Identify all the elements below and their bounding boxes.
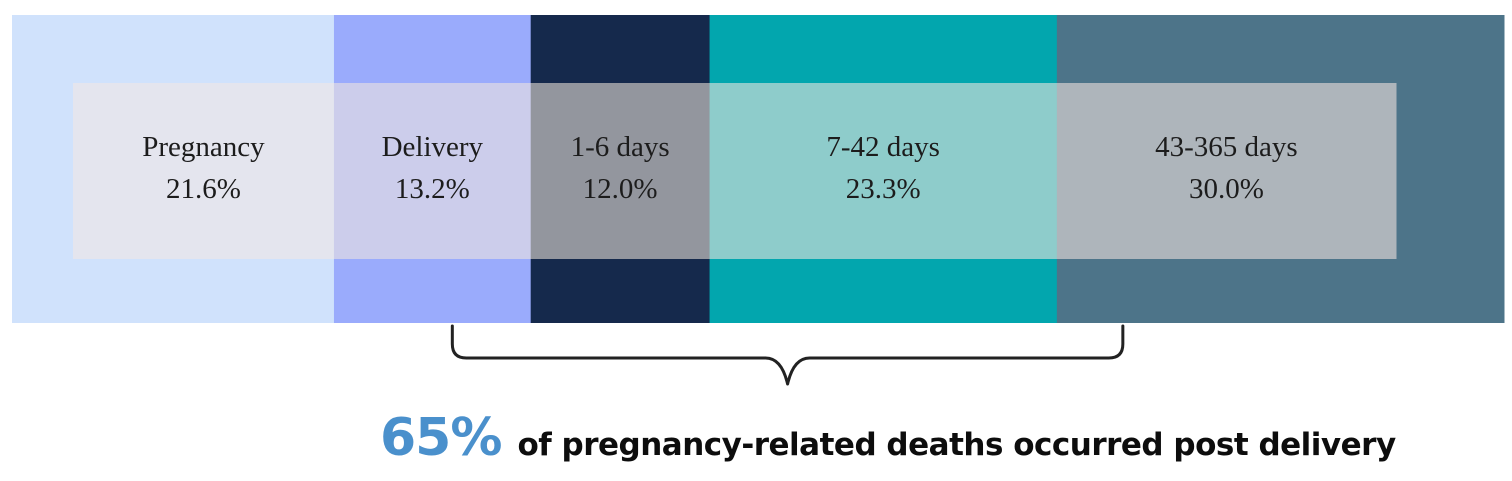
segment-value: 21.6% xyxy=(166,173,241,205)
label-panels xyxy=(73,83,1397,259)
segment-name: 1-6 days xyxy=(570,131,670,163)
segment-name: Pregnancy xyxy=(142,131,265,163)
segment-value: 30.0% xyxy=(1188,173,1264,205)
label-panel-1-6-days xyxy=(530,83,711,259)
label-panel-delivery xyxy=(333,83,532,259)
summary-percentage: 65% xyxy=(380,408,502,468)
segment-label-pregnancy: Pregnancy 21.6% xyxy=(142,126,264,210)
segment-label-1-6-days: 1-6 days 12.0% xyxy=(571,126,670,210)
label-panel-pregnancy xyxy=(73,83,335,259)
segment-name: 7-42 days xyxy=(826,131,940,163)
segment-value: 23.3% xyxy=(845,173,921,205)
summary-annotation: 65% of pregnancy-related deaths occurred… xyxy=(380,408,1396,468)
post-delivery-bracket xyxy=(450,324,1125,386)
segment-value: 12.0% xyxy=(582,173,658,205)
segment-value: 13.2% xyxy=(394,173,470,205)
label-panel-7-42-days xyxy=(709,83,1058,259)
label-panel-43-365-days xyxy=(1056,83,1397,259)
segment-name: Delivery xyxy=(381,131,484,163)
segment-label-delivery: Delivery 13.2% xyxy=(382,126,483,210)
segment-label-43-365-days: 43-365 days 30.0% xyxy=(1155,126,1298,210)
segment-name: 43-365 days xyxy=(1155,131,1298,163)
segment-label-7-42-days: 7-42 days 23.3% xyxy=(826,126,940,210)
summary-text: of pregnancy-related deaths occurred pos… xyxy=(517,427,1396,463)
